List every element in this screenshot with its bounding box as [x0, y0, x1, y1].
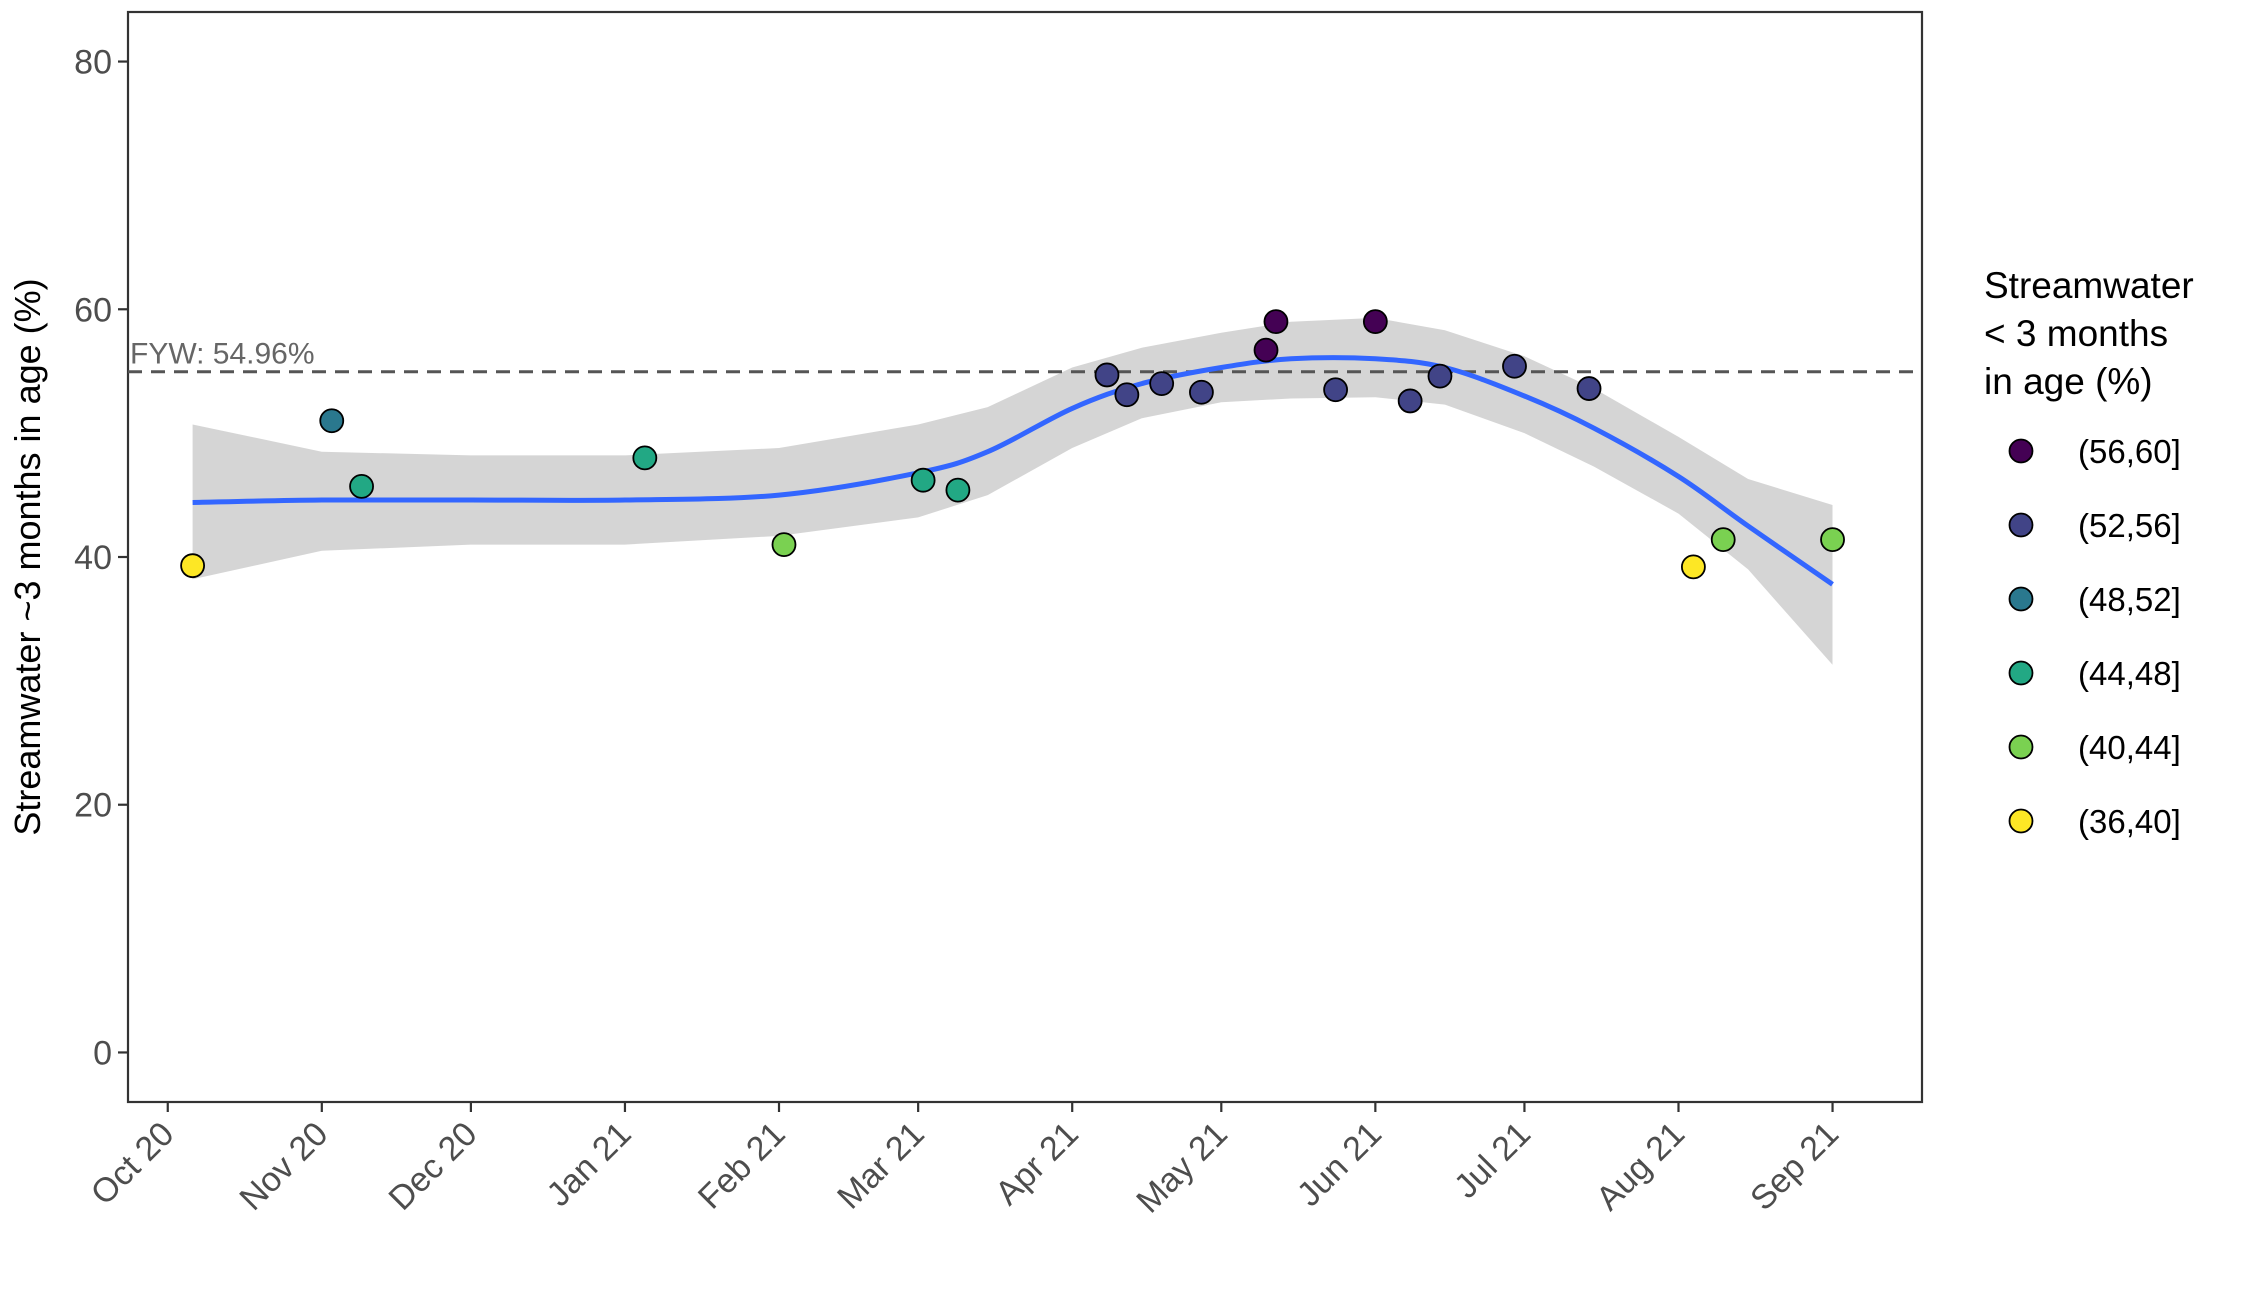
data-point — [910, 467, 936, 493]
y-tick-label: 80 — [74, 44, 112, 82]
data-point — [1362, 309, 1388, 335]
x-tick-label: May 21 — [1129, 1115, 1235, 1221]
data-point — [1427, 363, 1453, 389]
data-point — [1263, 309, 1289, 335]
legend-key — [2008, 586, 2034, 612]
legend-key — [2008, 512, 2034, 538]
data-point — [1323, 377, 1348, 403]
data-point — [1820, 527, 1845, 553]
data-point — [1094, 362, 1120, 388]
data-point — [945, 477, 971, 503]
data-point — [1114, 382, 1140, 408]
x-tick-label: Feb 21 — [691, 1115, 793, 1217]
x-tick-label: Mar 21 — [830, 1115, 932, 1217]
legend-key — [2008, 438, 2034, 464]
data-point — [1397, 388, 1423, 414]
x-tick-label: Sep 21 — [1743, 1115, 1846, 1218]
legend-label: (44,48] — [2078, 655, 2181, 692]
legend-title: < 3 months — [1984, 313, 2168, 354]
y-tick-label: 20 — [74, 787, 112, 825]
legend-label: (52,56] — [2078, 507, 2181, 544]
y-tick-label: 40 — [74, 539, 112, 577]
data-point — [1681, 554, 1706, 580]
x-tick-label: Dec 20 — [382, 1115, 485, 1218]
legend-title: in age (%) — [1984, 361, 2153, 402]
data-point — [1576, 376, 1602, 401]
legend-title: Streamwater — [1984, 265, 2194, 306]
y-axis-title: Streamwater ~3 months in age (%) — [7, 278, 48, 835]
legend-key — [2008, 808, 2034, 834]
data-point — [319, 408, 345, 434]
x-tick-label: Jun 21 — [1290, 1115, 1389, 1214]
y-tick-label: 0 — [93, 1034, 112, 1072]
reference-line-label: FYW: 54.96% — [130, 338, 315, 371]
data-point — [771, 532, 797, 558]
data-point — [1502, 353, 1527, 379]
x-tick-label: Oct 20 — [84, 1115, 182, 1213]
smooth-trend-line — [192, 355, 1834, 587]
x-tick-label: Jul 21 — [1447, 1115, 1538, 1206]
legend: Streamwater < 3 months in age (%) (56,60] (5… — [1984, 265, 2194, 840]
plot-panel — [126, 10, 1924, 1104]
legend-key — [2008, 660, 2034, 686]
data-point — [1149, 371, 1175, 396]
x-tick-label: Aug 21 — [1589, 1115, 1692, 1218]
y-tick-label: 60 — [74, 291, 112, 329]
data-point — [632, 445, 658, 471]
confidence-band — [192, 317, 1833, 665]
data-point — [1253, 337, 1279, 363]
legend-label: (56,60] — [2078, 433, 2181, 470]
data-point — [1710, 527, 1736, 553]
legend-key — [2008, 734, 2034, 760]
x-tick-label: Jan 21 — [540, 1115, 639, 1214]
data-point — [1189, 379, 1214, 405]
data-point — [180, 553, 206, 579]
legend-label: (36,40] — [2078, 803, 2181, 840]
legend-label: (40,44] — [2078, 729, 2181, 766]
x-tick-label: Apr 21 — [988, 1115, 1086, 1213]
data-point — [349, 473, 374, 499]
legend-label: (48,52] — [2078, 581, 2181, 618]
x-tick-label: Nov 20 — [232, 1115, 335, 1218]
